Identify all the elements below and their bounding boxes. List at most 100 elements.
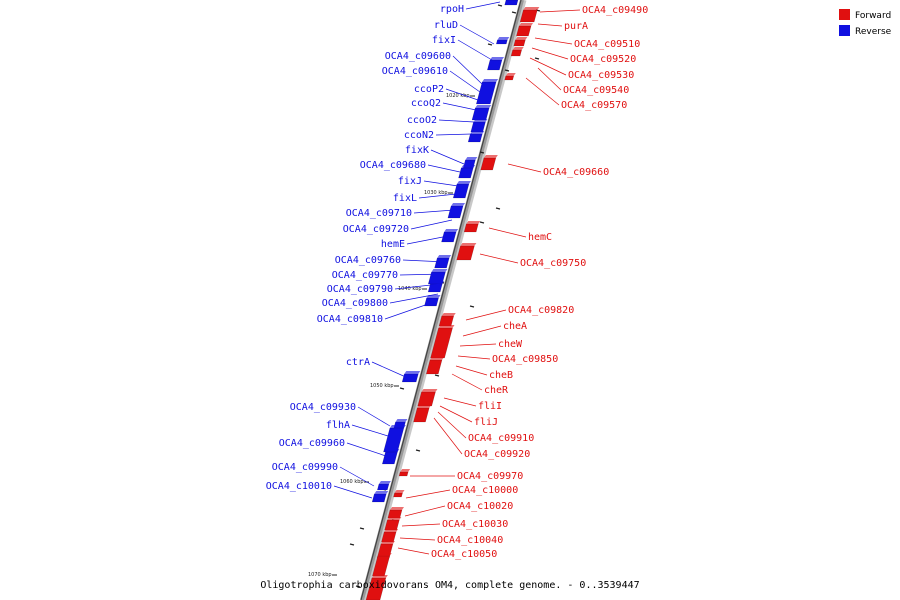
forward-gene — [519, 7, 540, 23]
gene-labels: OCA4_c09490 purA OCA4_c09510 OCA4_c09520 OCA… — [266, 4, 648, 560]
ruler-label: 1030 kbp — [424, 190, 448, 196]
reverse-leader-line — [452, 55, 483, 85]
forward-leader-line — [459, 343, 497, 347]
forward-leader-line — [534, 37, 573, 45]
forward-gene — [438, 313, 456, 327]
axis-dash — [511, 11, 517, 14]
reverse-gene-label: OCA4_c09960 — [279, 438, 345, 449]
forward-gene — [372, 553, 392, 577]
forward-gene-label: OCA4_c10000 — [452, 485, 518, 496]
reverse-gene-label: OCA4_c09720 — [343, 224, 409, 235]
reverse-gene-label: OCA4_c09810 — [317, 314, 383, 325]
forward-leader-line — [455, 365, 488, 376]
axis-dash — [399, 387, 405, 390]
forward-gene-label: OCA4_c09920 — [464, 449, 530, 460]
reverse-gene-label: ctrA — [346, 357, 370, 368]
forward-gene-label: OCA4_c09490 — [582, 5, 648, 16]
forward-gene-label: OCA4_c10030 — [442, 519, 508, 530]
forward-gene-label: OCA4_c09850 — [492, 354, 558, 365]
forward-gene — [510, 47, 524, 57]
forward-leader-line — [405, 489, 451, 499]
reverse-gene-label: OCA4_c09990 — [272, 462, 338, 473]
forward-gene-label: OCA4_c09910 — [468, 433, 534, 444]
reverse-gene — [377, 481, 391, 491]
forward-gene-label: OCA4_c09820 — [508, 305, 574, 316]
reverse-gene-label: OCA4_c09930 — [290, 402, 356, 413]
axis-dash — [534, 57, 540, 60]
forward-leader-line — [397, 547, 430, 555]
reverse-leader-line — [399, 273, 445, 276]
forward-gene-label: fliI — [478, 401, 502, 412]
forward-gene-label: OCA4_c10050 — [431, 549, 497, 560]
forward-gene — [425, 357, 444, 375]
reverse-gene-label: OCA4_c10010 — [266, 481, 332, 492]
reverse-gene-label: fixJ — [398, 176, 422, 187]
reverse-leader-line — [371, 361, 409, 379]
ruler-label: 1020 kbp — [446, 93, 470, 99]
axis-dash — [415, 449, 421, 452]
forward-gene-label: OCA4_c09970 — [457, 471, 523, 482]
forward-gene — [365, 575, 388, 600]
forward-gene — [504, 73, 516, 81]
forward-leader-line — [437, 411, 467, 439]
reverse-leader-line — [459, 24, 495, 45]
legend-forward-label: Forward — [855, 11, 891, 21]
forward-gene-label: OCA4_c09520 — [570, 54, 636, 65]
reverse-leader-line — [357, 406, 391, 427]
forward-gene-label: cheR — [484, 385, 509, 396]
forward-gene-label: fliJ — [474, 417, 498, 428]
forward-gene-label: cheW — [498, 339, 523, 350]
axis-band — [360, 0, 524, 600]
axis-dash — [479, 221, 485, 224]
reverse-leader-line — [430, 149, 465, 165]
reverse-leader-line — [418, 193, 457, 199]
reverse-gene — [447, 203, 466, 219]
forward-gene — [513, 37, 528, 47]
reverse-gene — [458, 165, 476, 179]
reverse-gene-label: ccoN2 — [404, 130, 434, 141]
reverse-gene-label: OCA4_c09770 — [332, 270, 398, 281]
reverse-gene-label: OCA4_c09790 — [327, 284, 393, 295]
reverse-leader-line — [406, 235, 449, 245]
forward-gene — [456, 243, 477, 261]
reverse-gene-label: OCA4_c09680 — [360, 160, 426, 171]
reverse-gene — [427, 281, 445, 293]
reverse-gene — [487, 57, 504, 71]
forward-gene-label: OCA4_c10020 — [447, 501, 513, 512]
forward-leader-line — [433, 417, 463, 455]
reverse-gene-label: OCA4_c09800 — [322, 298, 388, 309]
reverse-leader-line — [384, 301, 435, 320]
reverse-leader-line — [427, 164, 461, 173]
gene-features — [365, 0, 540, 600]
axis-core — [360, 0, 522, 600]
legend-reverse-swatch — [839, 25, 850, 36]
forward-gene-label: OCA4_c09660 — [543, 167, 609, 178]
reverse-leader-line — [402, 259, 447, 263]
forward-gene-label: cheA — [503, 321, 527, 332]
ruler-label: 1070 kbp — [308, 572, 332, 578]
reverse-gene-label: OCA4_c09610 — [382, 66, 448, 77]
reverse-gene-label: ccoO2 — [407, 115, 437, 126]
label-leaders — [333, 1, 581, 555]
forward-gene — [430, 325, 455, 359]
reverse-leader-line — [351, 424, 389, 437]
axis-dash — [359, 527, 365, 530]
reverse-leader-line — [457, 39, 493, 61]
forward-leader-line — [525, 77, 560, 106]
reverse-leader-line — [339, 466, 375, 487]
reverse-leader-line — [413, 209, 455, 214]
forward-leader-line — [451, 373, 483, 391]
reverse-gene — [471, 105, 492, 121]
ruler-label: 1040 kbp — [398, 286, 422, 292]
reverse-leader-line — [438, 119, 475, 123]
reverse-gene-label: rpoH — [440, 4, 464, 15]
reverse-gene-label: hemE — [381, 239, 405, 250]
forward-leader-line — [531, 47, 569, 60]
reverse-gene — [467, 131, 485, 143]
reverse-gene-label: ccoP2 — [414, 84, 444, 95]
axis-dash — [495, 207, 501, 210]
forward-gene-label: OCA4_c09510 — [574, 39, 640, 50]
forward-leader-line — [462, 325, 502, 337]
reverse-gene — [475, 79, 499, 105]
